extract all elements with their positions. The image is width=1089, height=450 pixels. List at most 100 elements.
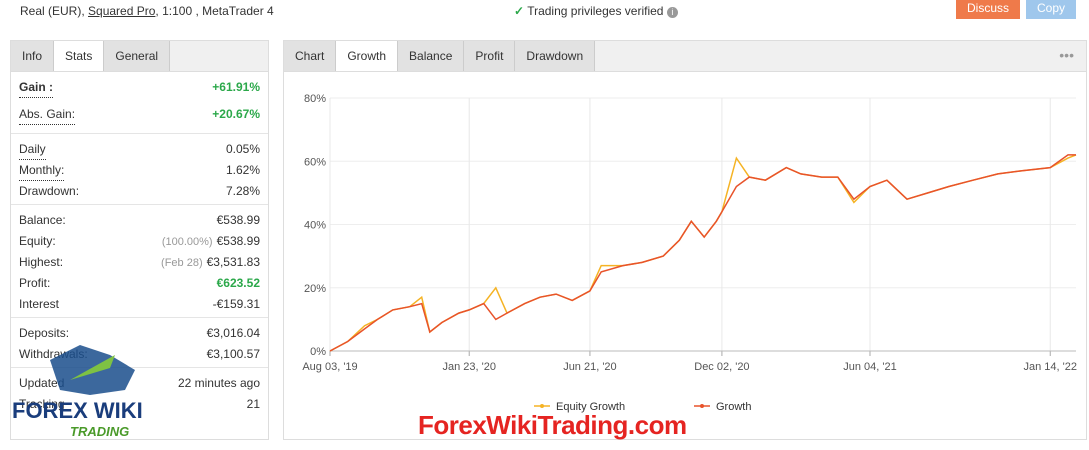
stat-value-text: +20.67% [212,107,260,121]
stat-row: Monthly: 1.62% [19,160,260,181]
stat-label: Profit: [19,276,51,290]
x-tick-label: Jun 21, '20 [563,361,616,373]
stat-label: Equity: [19,234,56,248]
tab[interactable]: Profit [464,41,516,71]
stat-label: Balance: [19,213,66,227]
stat-row: Drawdown: 7.28% [19,181,260,201]
y-tick-label: 0% [310,346,326,358]
stat-value: 21 [247,394,260,414]
y-tick-label: 60% [304,156,326,168]
stat-value-text: -€159.31 [212,297,260,311]
stat-value: 0.05% [226,139,260,159]
stat-value-text: 7.28% [225,184,260,198]
stat-value: €623.52 [217,273,260,293]
x-tick-label: Jun 04, '21 [843,361,896,373]
tab[interactable]: Info [11,41,55,71]
stat-row: Daily 0.05% [19,139,260,160]
chart-tabs: Chart Growth Balance Profit Drawdown [284,41,1086,72]
tab[interactable]: Stats [54,41,105,71]
stat-value: €538.99 [217,210,260,230]
stat-label: Abs. Gain: [19,104,76,125]
verified-text: Trading privileges verified [527,4,664,18]
stat-label: Gain : [19,77,54,98]
menu-dots[interactable]: ••• [1059,47,1074,63]
chart: 0% 20% 40% 60% 80% Aug 03, '19 Jan 23, '20 Jun … [302,93,1077,413]
x-tick-label: Jan 14, '22 [1024,361,1077,373]
stat-label: Drawdown: [19,184,80,198]
legend-marker [700,404,704,408]
copy-button[interactable]: Copy [1026,0,1076,19]
logo-bull [50,345,135,395]
tab[interactable]: Drawdown [515,41,596,71]
stat-row: Deposits: €3,016.04 [19,323,260,343]
stat-value: €3,100.57 [207,344,260,364]
chart-panel: Chart Growth Balance Profit Drawdown ••• 0% 2… [283,40,1087,440]
tab[interactable]: Growth [336,41,399,71]
stat-row: Gain : +61.91% [19,77,260,98]
stat-value: +61.91% [212,77,260,97]
verified: ✓ Trading privileges verified i [514,4,678,18]
discuss-button[interactable]: Discuss [956,0,1020,19]
stat-value-text: €623.52 [216,276,260,290]
x-tick-label: Aug 03, '19 [302,361,357,373]
stat-label: Monthly: [19,160,65,181]
tab[interactable]: Balance [398,41,465,71]
stat-value-text: €3,016.04 [206,326,260,340]
stat-value: -€159.31 [213,294,260,314]
legend-label: Equity Growth [556,401,625,413]
server-link[interactable]: Squared Pro [88,4,156,18]
stat-row: Profit: €623.52 [19,273,260,293]
stat-label: Interest [19,297,60,311]
stat-value-text: 22 minutes ago [177,376,260,390]
watermark-logo: FOREX WIKI TRADING [10,340,160,440]
account-details: , 1:100 , MetaTrader 4 [155,4,274,18]
stat-value-text: +61.91% [212,80,260,94]
stat-row: Balance: €538.99 [19,210,260,230]
stat-value: 1.62% [226,160,260,180]
separator [11,133,268,134]
tab[interactable]: Chart [284,41,337,71]
stat-label: Tracking [19,397,65,411]
stat-row: Equity: (100.00%) €538.99 [19,231,260,251]
stat-value-text: 21 [246,397,260,411]
legend-marker [540,404,544,408]
series-line [329,154,1076,352]
y-tick-label: 80% [304,93,326,105]
stat-label: Updated [19,376,65,390]
watermark-site: ForexWikiTrading.com [418,410,687,440]
stat-value: (100.00%) €538.99 [162,231,260,252]
stat-value: €3,016.04 [207,323,260,343]
stat-value-text: €3,531.83 [206,255,260,269]
stats-panel: Info Stats General Gain : +61.91% Abs. Gain:… [10,40,269,440]
stat-row: Highest: (Feb 28) €3,531.83 [19,252,260,272]
y-tick-label: 20% [304,283,326,295]
stat-value: +20.67% [212,104,260,124]
stat-row: Abs. Gain: +20.67% [19,104,260,125]
separator [11,204,268,205]
account-info: Real (EUR), Squared Pro, 1:100 , MetaTra… [20,4,274,18]
stat-row: Tracking 21 [19,394,260,414]
x-tick-label: Dec 02, '20 [694,361,749,373]
stat-label: Deposits: [19,326,70,340]
stat-note: (Feb 28) [161,257,203,269]
stat-value: 22 minutes ago [178,373,260,393]
logo-forex: FOREX WIKI [12,398,143,424]
x-tick-label: Jan 23, '20 [442,361,495,373]
stat-note: (100.00%) [161,236,213,248]
y-tick-label: 40% [304,220,326,232]
stat-value-text: €538.99 [216,234,260,248]
stat-value-text: €538.99 [216,213,260,227]
stats-tabs: Info Stats General [11,41,268,72]
stat-value: (Feb 28) €3,531.83 [161,252,260,273]
stat-value: 7.28% [226,181,260,201]
legend-label: Growth [716,401,751,413]
stat-value-text: 1.62% [225,163,260,177]
tab[interactable]: General [104,41,171,71]
logo-wiki-text: WIKI [93,398,143,423]
stat-label: Daily [19,139,46,160]
separator [11,317,268,318]
separator [11,367,268,368]
series-line [329,154,1077,352]
stat-value-text: 0.05% [225,142,260,156]
